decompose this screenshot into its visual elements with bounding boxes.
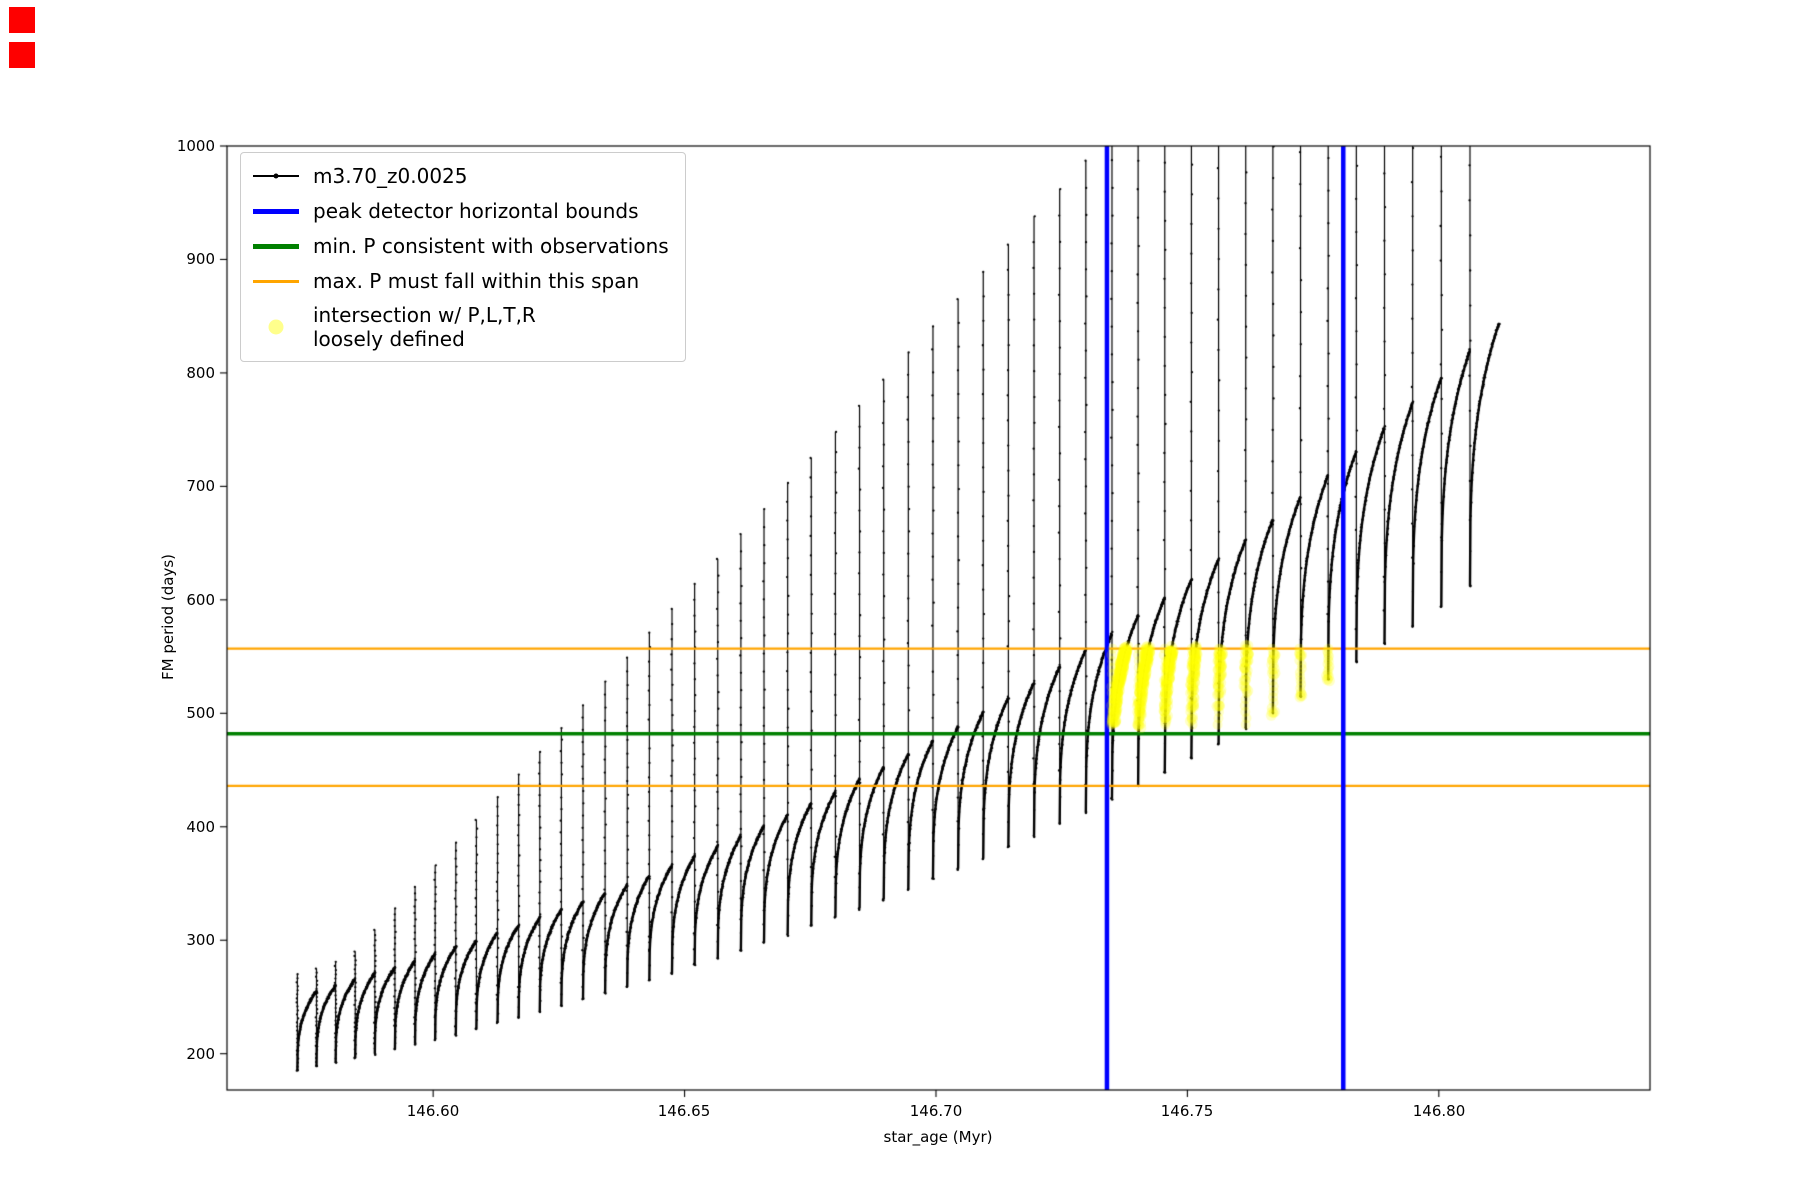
y-tick-label: 600 bbox=[186, 591, 215, 609]
y-tick-label: 900 bbox=[186, 250, 215, 268]
x-tick-label: 146.75 bbox=[1160, 1102, 1214, 1120]
y-tick-label: 1000 bbox=[176, 137, 215, 155]
x-tick-label: 146.70 bbox=[909, 1102, 963, 1120]
y-tick-label: 800 bbox=[186, 364, 215, 382]
y-tick-label: 500 bbox=[186, 704, 215, 722]
legend: m3.70_z0.0025 peak detector horizontal b… bbox=[240, 152, 686, 362]
y-axis-label: FM period (days) bbox=[159, 554, 177, 680]
legend-entry-min-p: min. P consistent with observations bbox=[253, 233, 669, 259]
legend-label: intersection w/ P,L,T,R loosely defined bbox=[313, 303, 536, 351]
legend-label: max. P must fall within this span bbox=[313, 269, 640, 293]
thick-line-sample-icon bbox=[253, 233, 299, 259]
legend-label: min. P consistent with observations bbox=[313, 234, 669, 258]
legend-label: peak detector horizontal bounds bbox=[313, 199, 639, 223]
line-sample-icon bbox=[253, 268, 299, 294]
legend-entry-intersection: intersection w/ P,L,T,R loosely defined bbox=[253, 303, 669, 351]
legend-entry-max-p: max. P must fall within this span bbox=[253, 268, 669, 294]
legend-label: m3.70_z0.0025 bbox=[313, 164, 468, 188]
y-tick-label: 200 bbox=[186, 1045, 215, 1063]
y-tick-label: 400 bbox=[186, 818, 215, 836]
legend-entry-peak-bounds: peak detector horizontal bounds bbox=[253, 198, 669, 224]
scatter-dot-sample-icon bbox=[253, 314, 299, 340]
thick-line-sample-icon bbox=[253, 198, 299, 224]
x-tick-label: 146.80 bbox=[1412, 1102, 1466, 1120]
y-tick-label: 300 bbox=[186, 931, 215, 949]
x-tick-label: 146.60 bbox=[406, 1102, 460, 1120]
x-tick-label: 146.65 bbox=[657, 1102, 711, 1120]
x-axis-label: star_age (Myr) bbox=[883, 1128, 993, 1146]
line-dot-sample-icon bbox=[253, 163, 299, 189]
y-tick-label: 700 bbox=[186, 477, 215, 495]
legend-entry-series: m3.70_z0.0025 bbox=[253, 163, 669, 189]
